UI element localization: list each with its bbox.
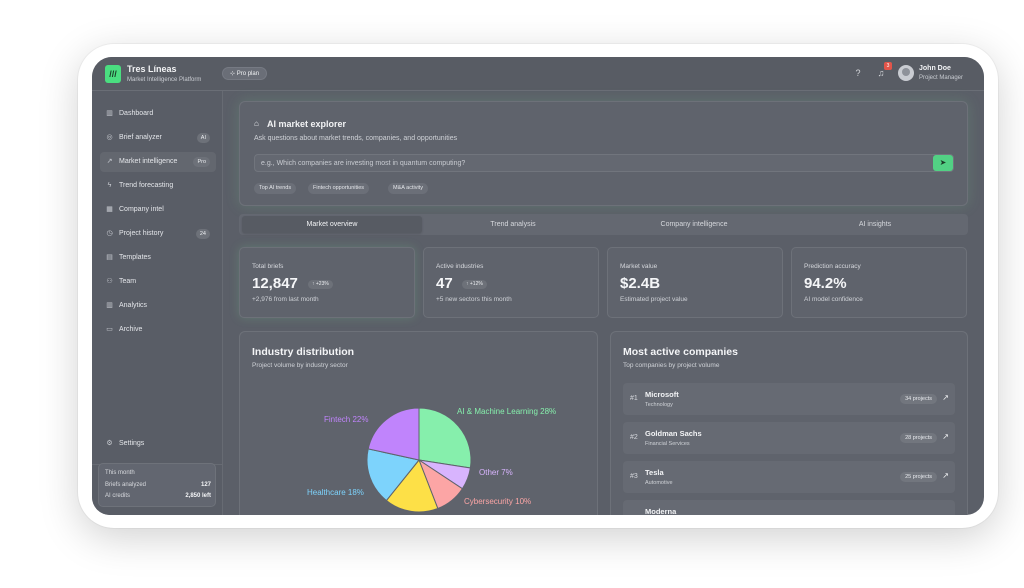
ai-market-explorer: ⌂ AI market explorer Ask questions about… (239, 101, 968, 206)
help-icon[interactable]: ? (855, 68, 861, 78)
pie-label-ai-machine-learning: AI & Machine Learning 28% (457, 407, 556, 416)
arrow-up-right-icon[interactable]: ↗ (942, 393, 949, 402)
project-count-badge: 25 projects (900, 472, 937, 482)
ai-credits-row: AI credits 2,850 left (105, 493, 211, 499)
explorer-subtitle: Ask questions about market trends, compa… (254, 135, 458, 142)
industry-title: Industry distribution (252, 346, 355, 358)
briefs-analyzed-row: Briefs analyzed 127 (105, 482, 211, 488)
stat-card-total-briefs: Total briefs 12,847 ↑ +23% +2,976 from l… (239, 247, 415, 318)
delta-badge: ↑ +23% (308, 280, 333, 289)
sidebar-item-settings[interactable]: ⚙ Settings (106, 440, 145, 447)
archive-icon: ▭ (106, 326, 113, 333)
companies-title: Most active companies (623, 346, 738, 358)
sidebar-item-company-intel[interactable]: ▦ Company intel (106, 206, 164, 213)
company-row-goldman-sachs[interactable]: #2 Goldman Sachs Financial Services 28 p… (623, 422, 955, 454)
send-button[interactable]: ➤ (933, 155, 953, 171)
count-badge: 24 (195, 229, 210, 239)
tab-company-intelligence[interactable]: Company intelligence (660, 221, 728, 228)
suggestion-chip[interactable]: Top AI trends (254, 183, 297, 194)
user-name[interactable]: John Doe (919, 65, 951, 72)
trend-line-icon: ↗ (106, 158, 113, 165)
sidebar-item-project-history[interactable]: ◷ Project history 24 (100, 224, 216, 244)
company-row-moderna[interactable]: Moderna (623, 500, 955, 515)
chart-icon: ▥ (106, 110, 113, 117)
pie-slice-healthcare (366, 448, 420, 502)
analytics-icon: ▥ (106, 302, 113, 309)
notification-badge: 3 (884, 62, 892, 70)
plan-badge[interactable]: ⊹ Pro plan (222, 67, 268, 80)
sidebar-item-archive[interactable]: ▭ Archive (106, 326, 143, 333)
sidebar-item-templates[interactable]: ▤ Templates (106, 254, 151, 261)
pie-label-cybersecurity: Cybersecurity 10% (464, 497, 531, 506)
suggestion-chip[interactable]: Fintech opportunities (308, 183, 370, 194)
clock-icon: ◷ (106, 230, 113, 237)
pie-slice-ai-machine-learning (418, 407, 472, 469)
industry-pie-chart: AI & Machine Learning 28% Other 7% Cyberse… (307, 407, 556, 513)
search-placeholder: e.g., Which companies are investing most… (261, 160, 466, 167)
company-row-tesla[interactable]: #3 Tesla Automotive 25 projects ↗ (623, 461, 955, 493)
sidebar-item-dashboard[interactable]: ▥ Dashboard (106, 110, 154, 117)
stat-card-prediction-accuracy: Prediction accuracy 94.2% AI model confi… (791, 247, 967, 318)
arrow-up-right-icon[interactable]: ↗ (942, 432, 949, 441)
tab-market-overview[interactable]: Market overview (242, 216, 422, 233)
usage-summary: This month Briefs analyzed 127 AI credit… (98, 463, 216, 507)
gear-icon: ⚙ (106, 440, 113, 447)
industry-distribution-panel: Industry distribution Project volume by … (239, 331, 598, 515)
project-count-badge: 28 projects (900, 433, 937, 443)
document-icon: ▤ (106, 254, 113, 261)
pro-badge: Pro (193, 157, 210, 167)
delta-badge: ↑ +12% (462, 280, 487, 289)
sidebar-item-trend-forecasting[interactable]: ϟ Trend forecasting (100, 176, 216, 196)
pie-slice-fintech (367, 407, 420, 461)
ai-badge: AI (196, 133, 210, 143)
team-icon: ⚇ (106, 278, 113, 285)
stat-card-market-value: Market value $2.4B Estimated project val… (607, 247, 783, 318)
sidebar-item-brief-analyzer[interactable]: ◎ Brief analyzer AI (100, 128, 216, 148)
plan-label: Pro plan (236, 71, 260, 77)
explorer-search-input[interactable]: e.g., Which companies are investing most… (254, 154, 954, 172)
robot-icon: ⌂ (254, 119, 259, 128)
companies-panel: Most active companies Top companies by p… (610, 331, 968, 515)
pie-label-fintech: Fintech 22% (324, 415, 368, 424)
avatar[interactable] (898, 65, 914, 81)
pie-label-healthcare: Healthcare 18% (307, 488, 364, 497)
company-row-microsoft[interactable]: #1 Microsoft Technology 34 projects ↗ (623, 383, 955, 415)
bell-icon[interactable]: ♫ (877, 68, 885, 78)
companies-subtitle: Top companies by project volume (623, 362, 720, 369)
arrow-up-right-icon[interactable]: ↗ (942, 471, 949, 480)
user-role: Project Manager (919, 75, 964, 81)
bolt-icon: ϟ (107, 182, 112, 189)
pie-label-other: Other 7% (479, 468, 513, 477)
app-name: Tres Líneas (127, 64, 177, 74)
app-subtitle: Market Intelligence Platform (127, 77, 202, 83)
app-screen: /// Tres Líneas Market Intelligence Plat… (92, 57, 984, 515)
sidebar-item-team[interactable]: ⚇ Team (106, 278, 137, 285)
view-tabs: Market overview Trend analysis Company i… (239, 214, 968, 235)
sidebar-item-analytics[interactable]: ▥ Analytics (106, 302, 148, 309)
sidebar: ▥ Dashboard ◎ Brief analyzer AI ↗ Market… (92, 91, 223, 515)
suggestion-chip[interactable]: M&A activity (388, 183, 428, 194)
stat-card-active-industries: Active industries 47 ↑ +12% +5 new secto… (423, 247, 599, 318)
app-logo: /// (105, 65, 121, 83)
brief-icon: ◎ (106, 134, 113, 141)
project-count-badge: 34 projects (900, 394, 937, 404)
sidebar-item-market-intelligence[interactable]: ↗ Market intelligence Pro (100, 152, 216, 172)
top-bar: /// Tres Líneas Market Intelligence Plat… (92, 57, 984, 91)
tab-trend-analysis[interactable]: Trend analysis (490, 221, 536, 228)
pie-slice-healthcare-unlabeled (385, 459, 439, 513)
tab-ai-insights[interactable]: AI insights (858, 221, 892, 228)
building-icon: ▦ (106, 206, 113, 213)
explorer-title: AI market explorer (267, 119, 347, 129)
industry-subtitle: Project volume by industry sector (252, 362, 348, 369)
